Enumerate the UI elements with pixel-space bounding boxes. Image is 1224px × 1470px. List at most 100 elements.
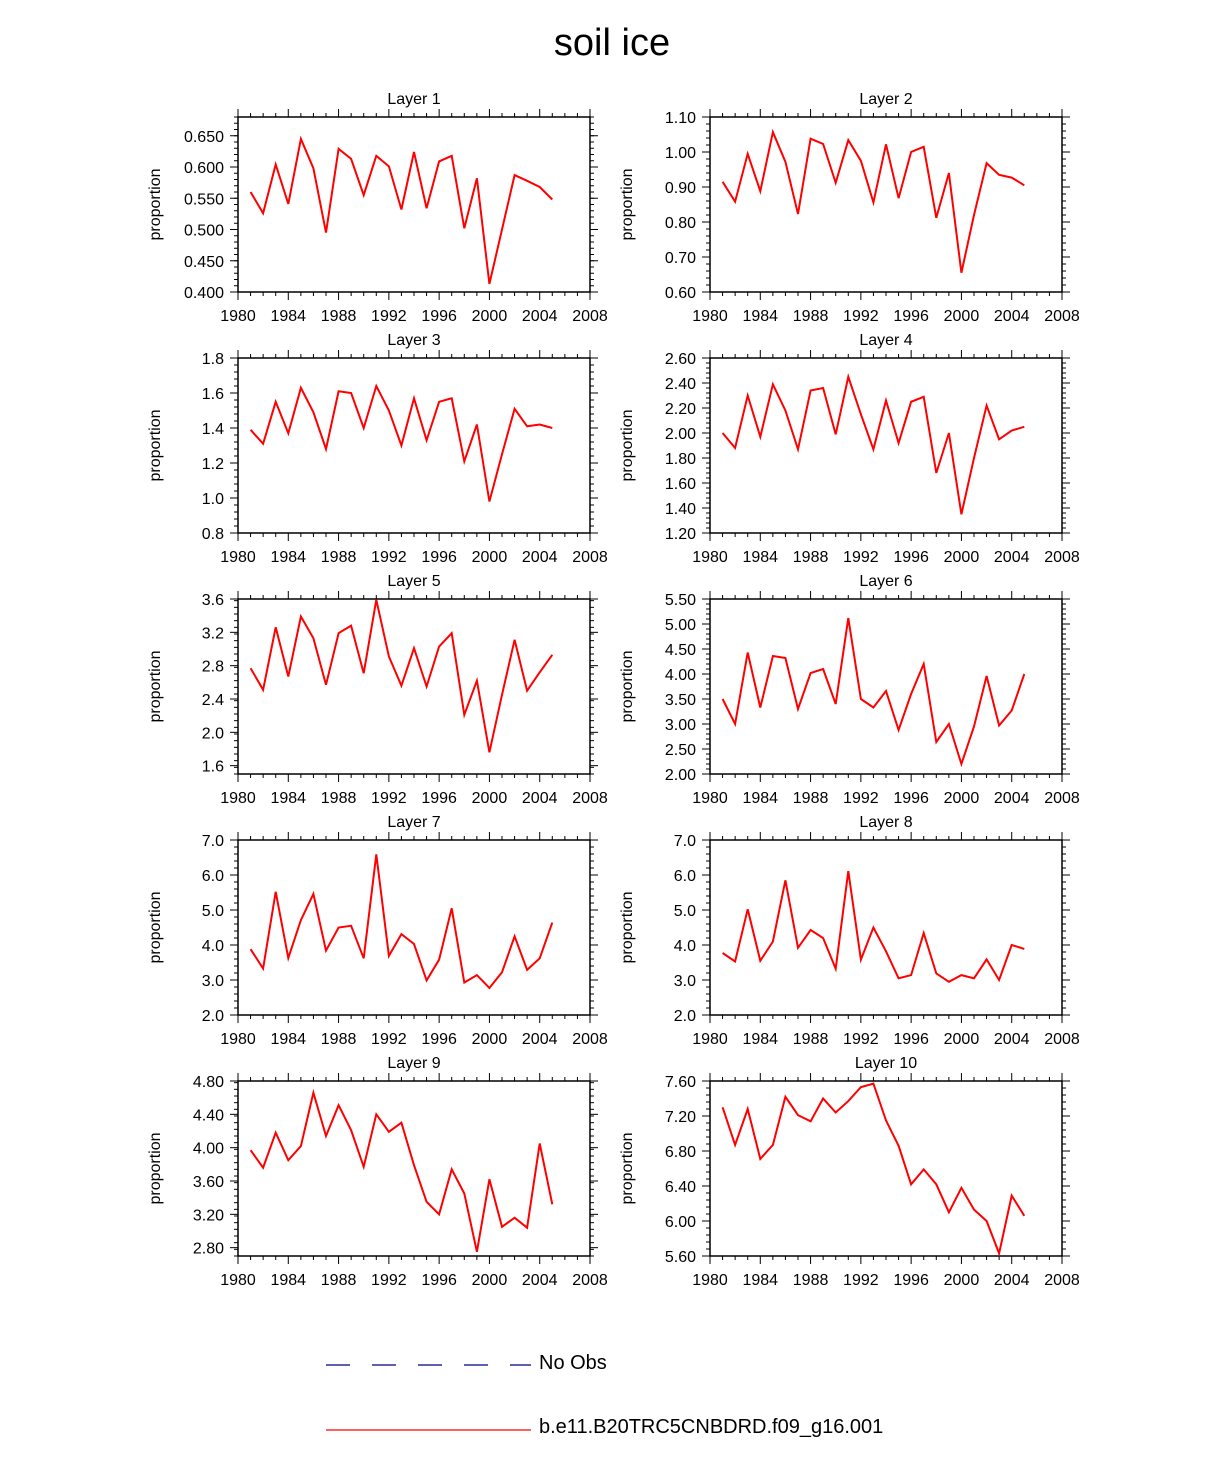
plot-frame [709,839,1063,1016]
y-tick-label: 2.00 [665,767,696,784]
y-tick-label: 7.60 [665,1074,696,1091]
x-tick-label: 1992 [843,1031,879,1048]
chart-panel-8: Layer 8 proportion 1980 1984 1988 1992 1996 200… [619,814,1080,1048]
x-tick-label: 1992 [371,549,407,566]
y-tick-label: 1.0 [202,491,224,508]
figure-title: soil ice [553,22,671,64]
panel-title: Layer 2 [859,91,912,108]
y-tick-label: 6.00 [665,1214,696,1231]
y-tick-label: 5.50 [665,592,696,609]
x-tick-label: 2008 [1044,1031,1080,1048]
x-tick-label: 1984 [742,1272,778,1289]
x-tick-label: 1980 [692,308,728,325]
x-tick-label: 1980 [220,308,256,325]
y-axis-label: proportion [147,650,164,722]
y-tick-label: 3.0 [674,973,696,990]
x-tick-label: 1992 [371,308,407,325]
y-tick-label: 0.90 [665,180,696,197]
panel-title: Layer 1 [387,91,440,108]
y-axis-label: proportion [619,1132,636,1204]
plot-frame [237,598,591,775]
x-tick-label: 2000 [472,1272,508,1289]
y-tick-label: 0.80 [665,215,696,232]
y-tick-label: 0.70 [665,250,696,267]
x-tick-label: 1980 [220,1031,256,1048]
x-tick-label: 2000 [472,1031,508,1048]
chart-panel-5: Layer 5 proportion 1980 1984 1988 1992 1996 200… [147,573,608,807]
x-tick-label: 1996 [421,1272,457,1289]
x-tick-label: 1996 [893,549,929,566]
series-line [721,617,1026,768]
y-tick-label: 2.4 [202,692,224,709]
y-axis-label: proportion [619,168,636,240]
x-tick-label: 1984 [742,549,778,566]
x-tick-label: 2008 [1044,790,1080,807]
x-tick-label: 2008 [572,1031,608,1048]
y-tick-label: 1.00 [665,145,696,162]
y-tick-label: 1.60 [665,476,696,493]
x-tick-label: 1984 [270,308,306,325]
y-axis-label: proportion [147,1132,164,1204]
x-tick-label: 1988 [321,790,357,807]
x-tick-label: 1996 [893,1272,929,1289]
x-tick-label: 1992 [843,1272,879,1289]
y-tick-label: 7.0 [202,833,224,850]
x-tick-label: 2004 [522,1031,558,1048]
chart-panel-3: Layer 3 proportion 1980 1984 1988 1992 1996 200… [147,332,608,566]
panel-title: Layer 7 [387,814,440,831]
y-tick-label: 6.80 [665,1144,696,1161]
x-tick-label: 1980 [220,1272,256,1289]
y-tick-label: 7.20 [665,1109,696,1126]
x-tick-label: 2000 [944,1272,980,1289]
panel-title: Layer 6 [859,573,912,590]
x-tick-label: 1980 [220,549,256,566]
plot-frame [237,1080,591,1257]
y-tick-label: 7.0 [674,833,696,850]
y-tick-label: 4.0 [674,938,696,955]
plot-frame [237,357,591,534]
chart-panel-1: Layer 1 proportion 1980 1984 1988 1992 1996 200… [147,91,608,325]
y-tick-label: 3.2 [202,625,224,642]
x-tick-label: 2004 [522,790,558,807]
x-tick-label: 1988 [793,1031,829,1048]
series-line [721,1082,1026,1257]
series-line [249,135,554,285]
y-tick-label: 0.600 [184,160,224,177]
y-tick-label: 1.10 [665,110,696,127]
y-tick-label: 4.00 [665,667,696,684]
x-tick-label: 1984 [270,1031,306,1048]
x-tick-label: 2000 [944,1031,980,1048]
chart-panel-2: Layer 2 proportion 1980 1984 1988 1992 1996 200… [619,91,1080,325]
y-tick-label: 6.40 [665,1179,696,1196]
y-tick-label: 4.50 [665,642,696,659]
y-tick-label: 6.0 [202,868,224,885]
x-tick-label: 2000 [472,790,508,807]
x-tick-label: 1984 [270,1272,306,1289]
x-tick-label: 2000 [944,790,980,807]
y-tick-label: 0.550 [184,191,224,208]
plot-frame [709,116,1063,293]
series-line [249,1088,554,1253]
x-tick-label: 1980 [220,790,256,807]
y-tick-label: 1.6 [202,386,224,403]
y-tick-label: 5.00 [665,617,696,634]
y-tick-label: 0.60 [665,285,696,302]
x-tick-label: 1984 [742,790,778,807]
x-tick-label: 1988 [321,1272,357,1289]
y-tick-label: 4.40 [193,1107,224,1124]
y-tick-label: 0.450 [184,254,224,271]
x-tick-label: 1980 [692,1272,728,1289]
panel-title: Layer 4 [859,332,912,349]
series-line [721,128,1025,274]
x-tick-label: 1992 [843,549,879,566]
chart-panel-4: Layer 4 proportion 1980 1984 1988 1992 1996 200… [619,332,1080,566]
y-tick-label: 0.500 [184,223,224,240]
x-tick-label: 2000 [944,549,980,566]
y-tick-label: 0.400 [184,285,224,302]
y-tick-label: 0.8 [202,526,224,543]
x-tick-label: 1980 [692,790,728,807]
y-tick-label: 3.20 [193,1207,224,1224]
plot-frame [709,1080,1063,1257]
y-tick-label: 4.0 [202,938,224,955]
